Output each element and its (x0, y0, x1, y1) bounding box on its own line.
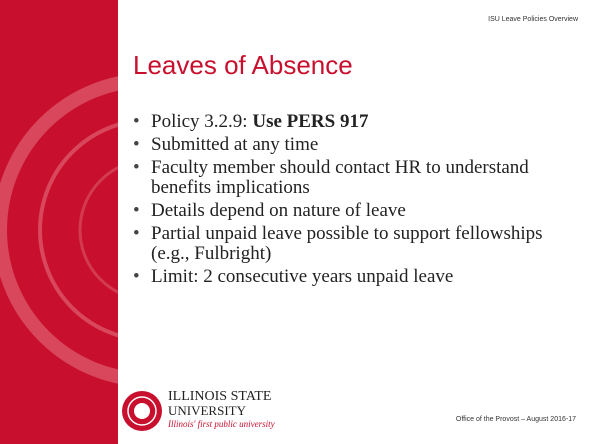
seal-ring (0, 80, 118, 380)
bullet: Details depend on nature of leave (133, 201, 573, 221)
bullet: Faculty member should contact HR to unde… (133, 158, 573, 198)
bullet-text: Faculty member should contact HR to unde… (151, 157, 529, 198)
bullet-bold: Use PERS 917 (252, 111, 368, 132)
logo-seal-center (134, 403, 150, 419)
bullet-text: Submitted at any time (151, 134, 318, 155)
slide-title: Leaves of Absence (133, 50, 353, 81)
footer: Office of the Provost – August 2016-17 (456, 416, 576, 423)
bullet-text: Details depend on nature of leave (151, 200, 406, 221)
seal-watermark (0, 0, 118, 444)
header-note: ISU Leave Policies Overview (488, 16, 578, 23)
logo-line1: ILLINOIS STATE (168, 389, 271, 404)
bullet-text: Partial unpaid leave possible to support… (151, 223, 543, 264)
bullet: Partial unpaid leave possible to support… (133, 224, 573, 264)
logo-tagline: Illinois' first public university (167, 419, 275, 429)
logo-line2: UNIVERSITY (168, 403, 247, 418)
slide: ISU Leave Policies Overview Leaves of Ab… (0, 0, 590, 444)
bullet-text: Limit: 2 consecutive years unpaid leave (151, 266, 453, 287)
red-band (0, 0, 118, 444)
seal-ring (80, 160, 118, 300)
bullet-text: Policy 3.2.9: (151, 111, 252, 132)
bullet-list: Policy 3.2.9: Use PERS 917Submitted at a… (133, 112, 573, 290)
bullet: Submitted at any time (133, 135, 573, 155)
bullet: Policy 3.2.9: Use PERS 917 (133, 112, 573, 132)
logo: ILLINOIS STATE UNIVERSITY Illinois' firs… (120, 382, 290, 440)
bullet: Limit: 2 consecutive years unpaid leave (133, 267, 573, 287)
